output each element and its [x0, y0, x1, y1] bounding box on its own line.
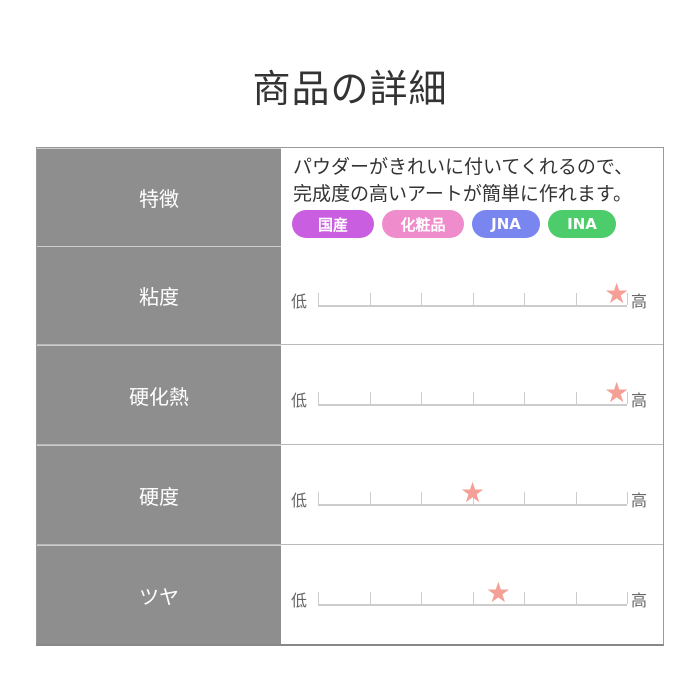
rating-row: 粘度 低 ★ 高	[37, 246, 663, 344]
scale-tick	[524, 392, 525, 404]
scale-tick	[524, 592, 525, 604]
scale-low-label: 低	[291, 292, 308, 311]
star-icon: ★	[485, 576, 511, 609]
row-label: ツヤ	[37, 545, 281, 644]
scale-tick	[369, 392, 371, 404]
rating-row: ツヤ 低 ★ 高	[37, 544, 663, 644]
rating-scale	[318, 392, 628, 406]
description-line: パウダーがきれいに付いてくれるので、	[293, 156, 634, 178]
scale-tick	[524, 293, 525, 305]
scale-tick	[472, 392, 474, 404]
scale-high-label: 高	[631, 491, 648, 510]
scale-tick	[575, 392, 577, 404]
scale-tick	[627, 592, 628, 604]
scale-tick	[575, 293, 577, 305]
star-icon: ★	[604, 277, 630, 310]
scale-high-label: 高	[631, 391, 648, 410]
scale-tick	[318, 592, 319, 604]
rating-scale	[318, 492, 628, 506]
scale-tick	[318, 392, 319, 404]
scale-tick	[472, 492, 474, 504]
scale-tick	[627, 392, 628, 404]
scale-tick	[524, 492, 525, 504]
row-label: 粘度	[37, 246, 281, 344]
tag-badge: JNA	[472, 210, 540, 238]
scale-tick	[369, 592, 371, 604]
tag-badge: 化粧品	[382, 210, 464, 238]
scale-tick	[369, 293, 371, 305]
scale-tick	[575, 592, 577, 604]
tag-badge: 国産	[292, 210, 374, 238]
scale-tick	[369, 492, 371, 504]
scale-tick	[421, 392, 422, 404]
row-label: 硬化熱	[37, 345, 281, 444]
scale-tick	[575, 492, 577, 504]
scale-tick	[627, 492, 628, 504]
tag-badge: INA	[548, 210, 616, 238]
scale-tick	[421, 592, 422, 604]
rating-scale	[318, 592, 628, 606]
scale-tick	[627, 293, 628, 305]
tag-list: 国産 化粧品 JNA INA	[292, 210, 616, 238]
scale-tick	[318, 293, 319, 305]
scale-high-label: 高	[631, 591, 648, 610]
star-icon: ★	[604, 376, 630, 409]
scale-high-label: 高	[631, 292, 648, 311]
scale-low-label: 低	[291, 391, 308, 410]
feature-row: 特徴 パウダーがきれいに付いてくれるので、 完成度の高いアートが簡単に作れます。…	[37, 148, 663, 246]
page-title: 商品の詳細	[252, 67, 448, 111]
rating-row: 硬化熱 低 ★ 高	[37, 344, 663, 444]
scale-tick	[421, 492, 422, 504]
row-label: 特徴	[37, 148, 281, 246]
description-line: 完成度の高いアートが簡単に作れます。	[293, 183, 632, 205]
row-label: 硬度	[37, 445, 281, 544]
scale-tick	[472, 293, 474, 305]
star-icon: ★	[459, 476, 486, 509]
rating-row: 硬度 低 ★ 高	[37, 444, 663, 544]
rating-scale	[318, 293, 628, 307]
scale-tick	[472, 592, 474, 604]
scale-tick	[318, 492, 319, 504]
product-details-table: 特徴 パウダーがきれいに付いてくれるので、 完成度の高いアートが簡単に作れます。…	[36, 147, 664, 646]
scale-low-label: 低	[291, 591, 308, 610]
scale-low-label: 低	[291, 491, 308, 510]
scale-tick	[421, 293, 422, 305]
feature-description: パウダーがきれいに付いてくれるので、 完成度の高いアートが簡単に作れます。	[293, 154, 633, 208]
